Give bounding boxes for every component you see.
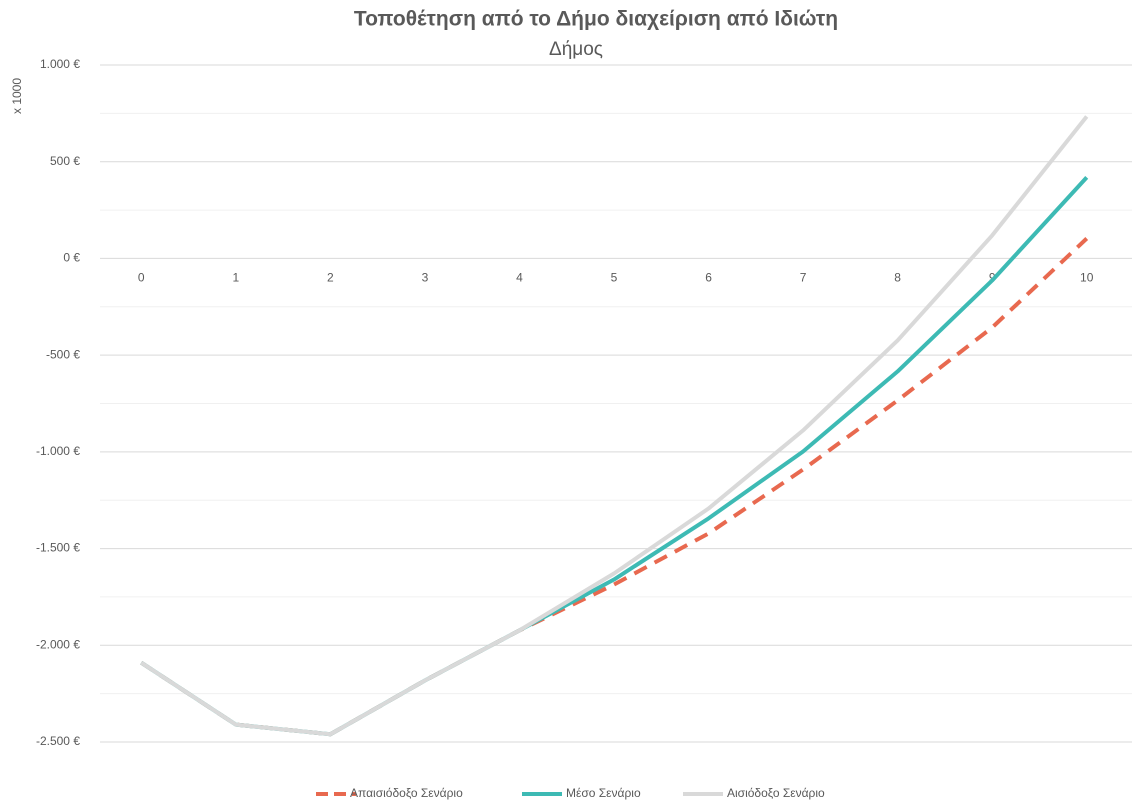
x-tick-label: 5 — [611, 271, 618, 285]
x-tick-label: 8 — [894, 271, 901, 285]
y-tick-label: 0 € — [63, 251, 80, 265]
legend-label: Αισιόδοξο Σενάριο — [727, 786, 825, 800]
x-tick-label: 10 — [1080, 271, 1094, 285]
y-tick-label: -2.000 € — [36, 637, 80, 651]
x-tick-label: 2 — [327, 271, 334, 285]
y-tick-label: -500 € — [46, 347, 80, 361]
x-tick-label: 7 — [800, 271, 807, 285]
series-line — [140, 237, 1089, 737]
x-tick-label: 1 — [232, 271, 239, 285]
x-tick-label: 6 — [705, 271, 712, 285]
series-line — [140, 176, 1089, 737]
chart-title: Τοποθέτηση από το Δήμο διαχείριση από Ιδ… — [354, 8, 838, 31]
chart-subtitle: Δήμος — [549, 39, 603, 60]
x-tick-label: 3 — [422, 271, 429, 285]
x-tick-label: 0 — [138, 271, 145, 285]
y-axis-label: x 1000 — [10, 78, 24, 114]
y-tick-label: 1.000 € — [40, 57, 80, 71]
x-tick-label: 4 — [516, 271, 523, 285]
series-line — [140, 115, 1089, 737]
y-tick-label: 500 € — [50, 154, 80, 168]
legend-label: Μέσο Σενάριο — [566, 786, 641, 800]
legend-label: Απαισιόδοξο Σενάριο — [350, 786, 463, 800]
y-tick-label: -1.500 € — [36, 541, 80, 555]
y-tick-label: -2.500 € — [36, 734, 80, 748]
y-tick-label: -1.000 € — [36, 444, 80, 458]
